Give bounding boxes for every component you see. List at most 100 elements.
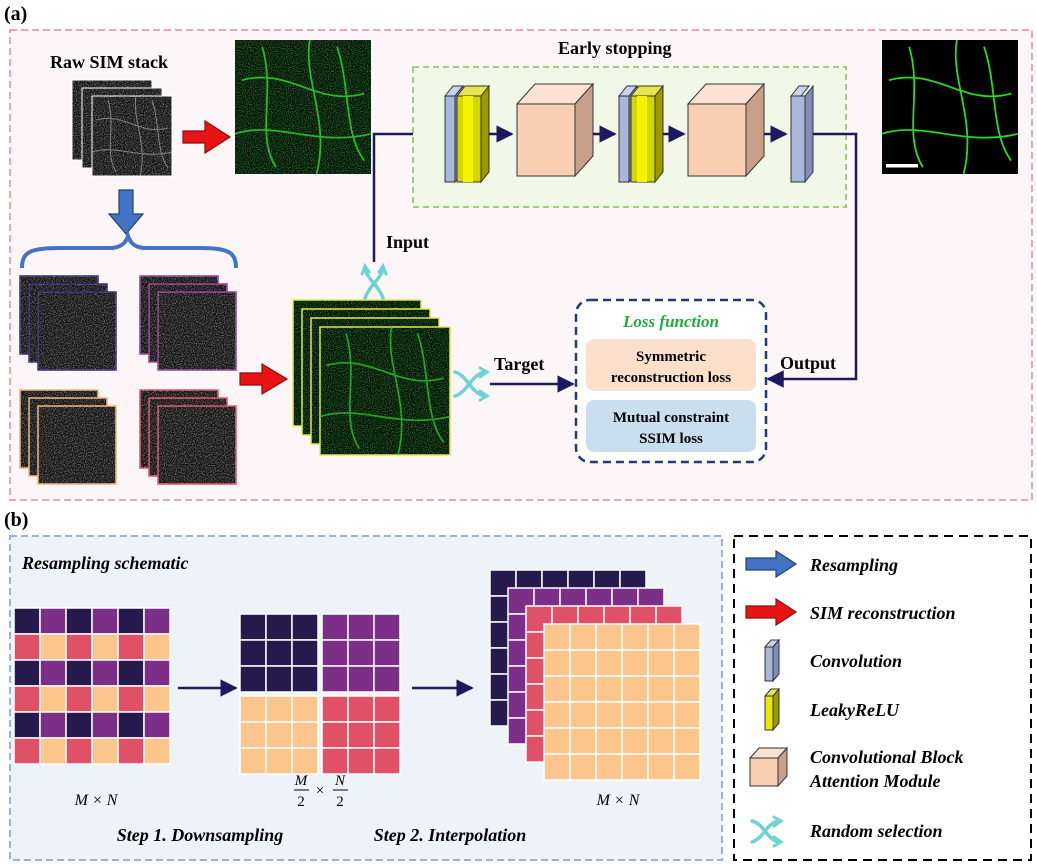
downsampled-cell (265, 613, 293, 641)
interpolated-cell (647, 727, 675, 755)
pixel-cell (39, 737, 67, 765)
legend-random-selection: Random selection (750, 815, 943, 848)
symmetric-loss-line2: reconstruction loss (611, 370, 731, 386)
legend-resampling-label: Resampling (809, 555, 898, 575)
interpolated-cell (595, 649, 623, 677)
interpolated-cell (595, 753, 623, 781)
sim-reconstruction-arrow-bottom (239, 362, 289, 396)
downsampled-cell (239, 613, 267, 641)
legend-leakyrelu-label: LeakyReLU (809, 700, 900, 720)
downsampled-cell (265, 721, 293, 749)
raw-stack-title: Raw SIM stack (50, 52, 168, 72)
reconstructed-green-stack (292, 299, 451, 456)
downsampled-cell (321, 613, 349, 641)
legend-sim-label: SIM reconstruction (810, 603, 956, 623)
interpolated-cell (569, 727, 597, 755)
interpolated-cell (595, 701, 623, 729)
resampled-stack-purple (139, 275, 237, 371)
downsampled-cell (373, 721, 401, 749)
step1-label: Step 1. Downsampling (117, 825, 284, 845)
random-selection-icon-input (360, 262, 388, 300)
panel-b-label: (b) (4, 509, 28, 531)
legend-leakyrelu: LeakyReLU (763, 687, 900, 732)
pixel-cell (143, 633, 171, 661)
raw-sim-stack (71, 79, 173, 177)
downsampled-cell (265, 639, 293, 667)
legend-cbam: Convolutional Block Attention Module (748, 746, 964, 791)
interpolated-cell (569, 753, 597, 781)
pixel-cell (13, 607, 41, 635)
interpolated-cell (647, 623, 675, 651)
interpolated-cell (673, 727, 701, 755)
pixel-cell (91, 711, 119, 739)
downsampled-cell (373, 613, 401, 641)
cbam-block-2 (686, 82, 766, 178)
target-label: Target (494, 354, 544, 374)
interpolated-cell (543, 753, 571, 781)
downsampled-cell (265, 695, 293, 723)
pixel-cell (91, 737, 119, 765)
downsampled-cell (321, 665, 349, 693)
output-flow-line (766, 132, 858, 388)
interpolated-cell (543, 623, 571, 651)
raw-frame-3 (91, 95, 173, 177)
pixel-cell (13, 737, 41, 765)
random-selection-icon-target (453, 366, 490, 402)
interpolated-cell (673, 649, 701, 677)
resampled-stack-peach (19, 389, 117, 485)
pixel-cell (13, 633, 41, 661)
pixel-cell (39, 633, 67, 661)
interpolated-cell (621, 727, 649, 755)
downsampled-cell (321, 639, 349, 667)
half-size-m: M (294, 773, 309, 789)
downsampled-cell (347, 613, 375, 641)
interpolated-cell (621, 623, 649, 651)
downsampled-cell (347, 639, 375, 667)
pixel-cell (65, 607, 93, 635)
pixel-cell (65, 737, 93, 765)
resampled-stack-pink (139, 389, 237, 485)
pixel-cell (91, 607, 119, 635)
legend-random-label: Random selection (809, 821, 943, 841)
sim-reconstruction-arrow-icon (745, 597, 798, 627)
interpolated-cell (595, 623, 623, 651)
pixel-cell (91, 659, 119, 687)
pixel-cell (143, 737, 171, 765)
interpolated-cell (621, 649, 649, 677)
downsampled-cell (291, 721, 319, 749)
downsampled-cell (291, 747, 319, 775)
conv-relu-block-2 (617, 84, 665, 184)
loss-function-box: Loss function Symmetric reconstruction l… (574, 298, 768, 464)
pixel-cell (13, 711, 41, 739)
legend-convolution-label: Convolution (810, 651, 902, 671)
downsampled-cell (373, 747, 401, 775)
half-size-times: × (316, 783, 324, 799)
interpolated-cell (647, 649, 675, 677)
half-size-n: N (334, 773, 346, 789)
downsampled-cell (239, 747, 267, 775)
sim-reconstructed-image (234, 39, 372, 175)
output-label: Output (780, 353, 836, 373)
network-output-image (880, 38, 1020, 176)
half-size-label: M 2 × N 2 (294, 773, 348, 810)
resampling-schematic-title: Resampling schematic (21, 553, 189, 573)
pixel-cell (13, 685, 41, 713)
pixel-cell (117, 685, 145, 713)
resampling-arrow-down (107, 189, 145, 235)
pixel-cell (39, 659, 67, 687)
scale-bar (886, 164, 918, 168)
interpolated-cell (569, 675, 597, 703)
full-resolution-grid (13, 607, 171, 765)
interpolated-cell (647, 675, 675, 703)
pixel-cell (117, 633, 145, 661)
downsampled-cell (239, 721, 267, 749)
interpolated-cell (647, 701, 675, 729)
interpolated-cell (621, 753, 649, 781)
interpolated-cell (647, 753, 675, 781)
ssim-loss-line2: SSIM loss (639, 431, 703, 447)
symmetric-loss-line1: Symmetric (636, 349, 706, 365)
downsampled-cell (373, 695, 401, 723)
legend-convolution: Convolution (763, 638, 902, 683)
pixel-cell (39, 607, 67, 635)
interpolated-cell (673, 623, 701, 651)
